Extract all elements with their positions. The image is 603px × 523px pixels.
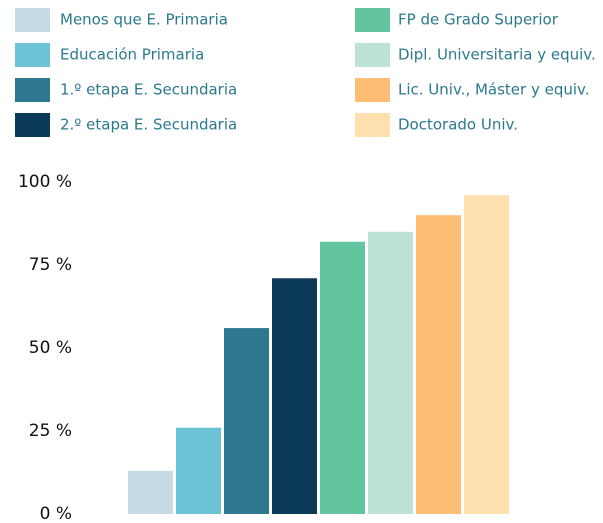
legend-swatch <box>15 8 50 32</box>
y-tick-label: 100 % <box>18 172 72 192</box>
legend-label: 1.º etapa E. Secundaria <box>60 81 237 99</box>
legend-swatch <box>355 8 390 32</box>
legend-swatch <box>15 113 50 137</box>
legend-label: FP de Grado Superior <box>398 11 559 29</box>
legend-swatch <box>15 43 50 67</box>
bar <box>224 328 269 514</box>
bar <box>176 427 221 514</box>
bar <box>320 241 365 514</box>
bar <box>272 278 317 514</box>
legend-label: Doctorado Univ. <box>398 116 518 134</box>
legend-swatch <box>15 78 50 102</box>
bar <box>464 195 509 514</box>
legend-label: Dipl. Universitaria y equiv. <box>398 46 596 64</box>
legend-swatch <box>355 78 390 102</box>
y-tick-label: 0 % <box>40 504 72 523</box>
legend-label: Menos que E. Primaria <box>60 11 228 29</box>
bar <box>368 231 413 515</box>
y-tick-label: 50 % <box>29 338 72 358</box>
legend-swatch <box>355 113 390 137</box>
legend-label: Educación Primaria <box>60 46 204 64</box>
legend-label: Lic. Univ., Máster y equiv. <box>398 81 590 99</box>
bar <box>416 215 461 514</box>
y-tick-label: 75 % <box>29 255 72 275</box>
y-tick-label: 25 % <box>29 421 72 441</box>
bar <box>128 470 173 514</box>
legend-swatch <box>355 43 390 67</box>
legend-label: 2.º etapa E. Secundaria <box>60 116 237 134</box>
